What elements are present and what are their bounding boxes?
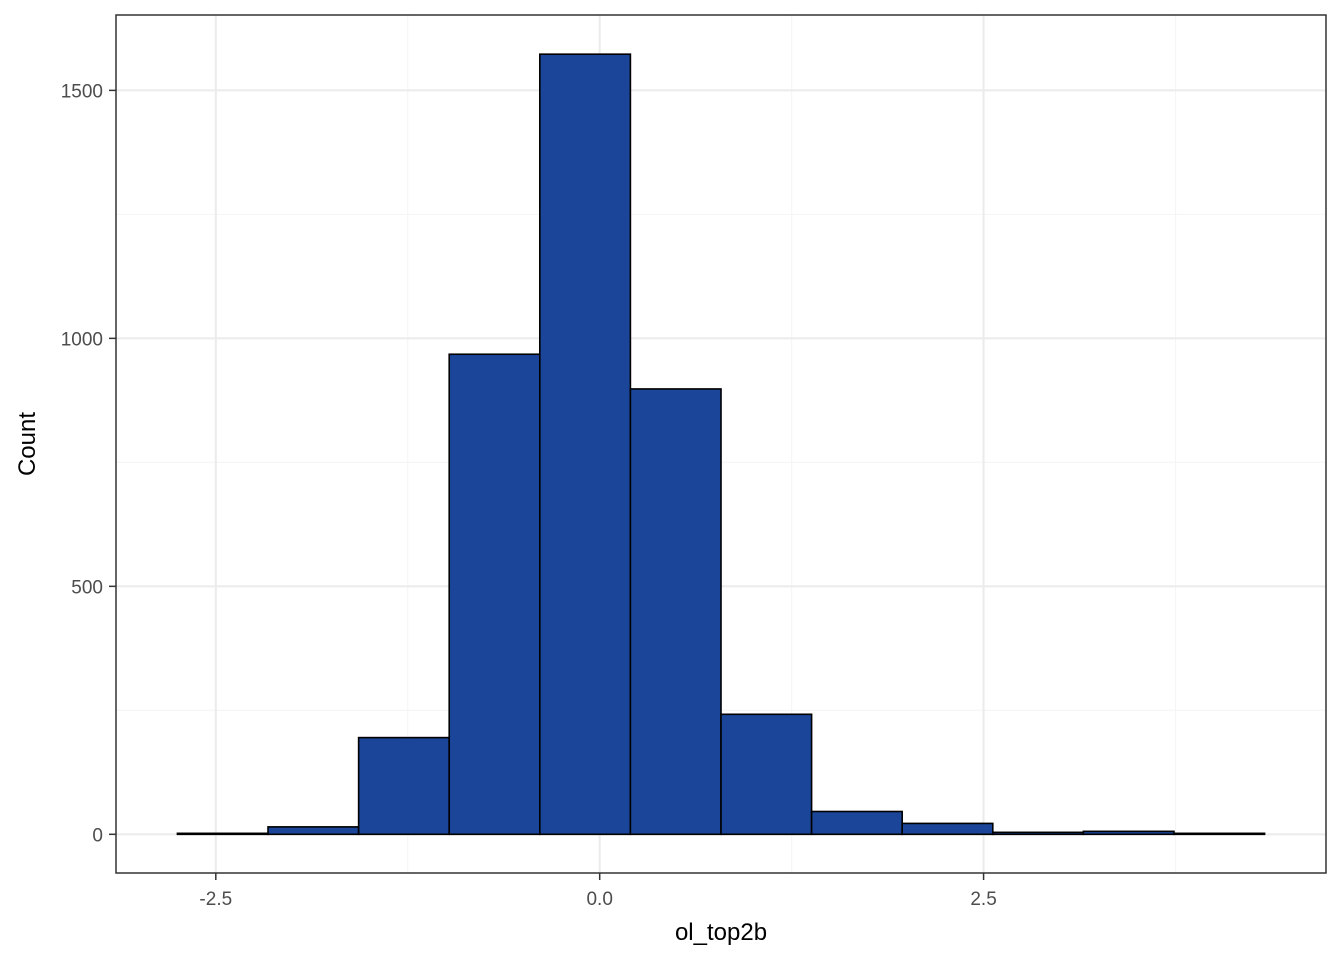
y-axis: 0 500 1000 1500 [61,81,116,846]
y-tick-label: 1000 [61,329,103,350]
histogram-bar [1173,832,1266,836]
panel-border [115,14,1327,874]
histogram-bar [267,826,360,836]
histogram-bar [991,831,1085,836]
histogram-bar [1082,830,1175,836]
histogram-bars [176,53,1266,836]
histogram-bar [901,822,994,836]
histogram-bar [176,832,269,836]
histogram-bar [357,736,451,836]
x-tick-label: -2.5 [199,889,232,910]
y-tick-label: 500 [71,577,103,598]
histogram-bar [720,713,813,836]
x-tick-label: 0.0 [586,889,612,910]
y-axis-title: Count [14,412,41,476]
histogram-bar [810,810,903,836]
histogram-bar [629,388,722,836]
y-tick-label: 1500 [61,81,103,102]
y-tick-label: 0 [92,825,103,846]
x-axis: -2.5 0.0 2.5 [199,873,997,910]
histogram-bar [539,53,632,836]
histogram-bar [448,353,541,836]
x-axis-title: ol_top2b [675,919,767,946]
x-tick-label: 2.5 [970,889,996,910]
